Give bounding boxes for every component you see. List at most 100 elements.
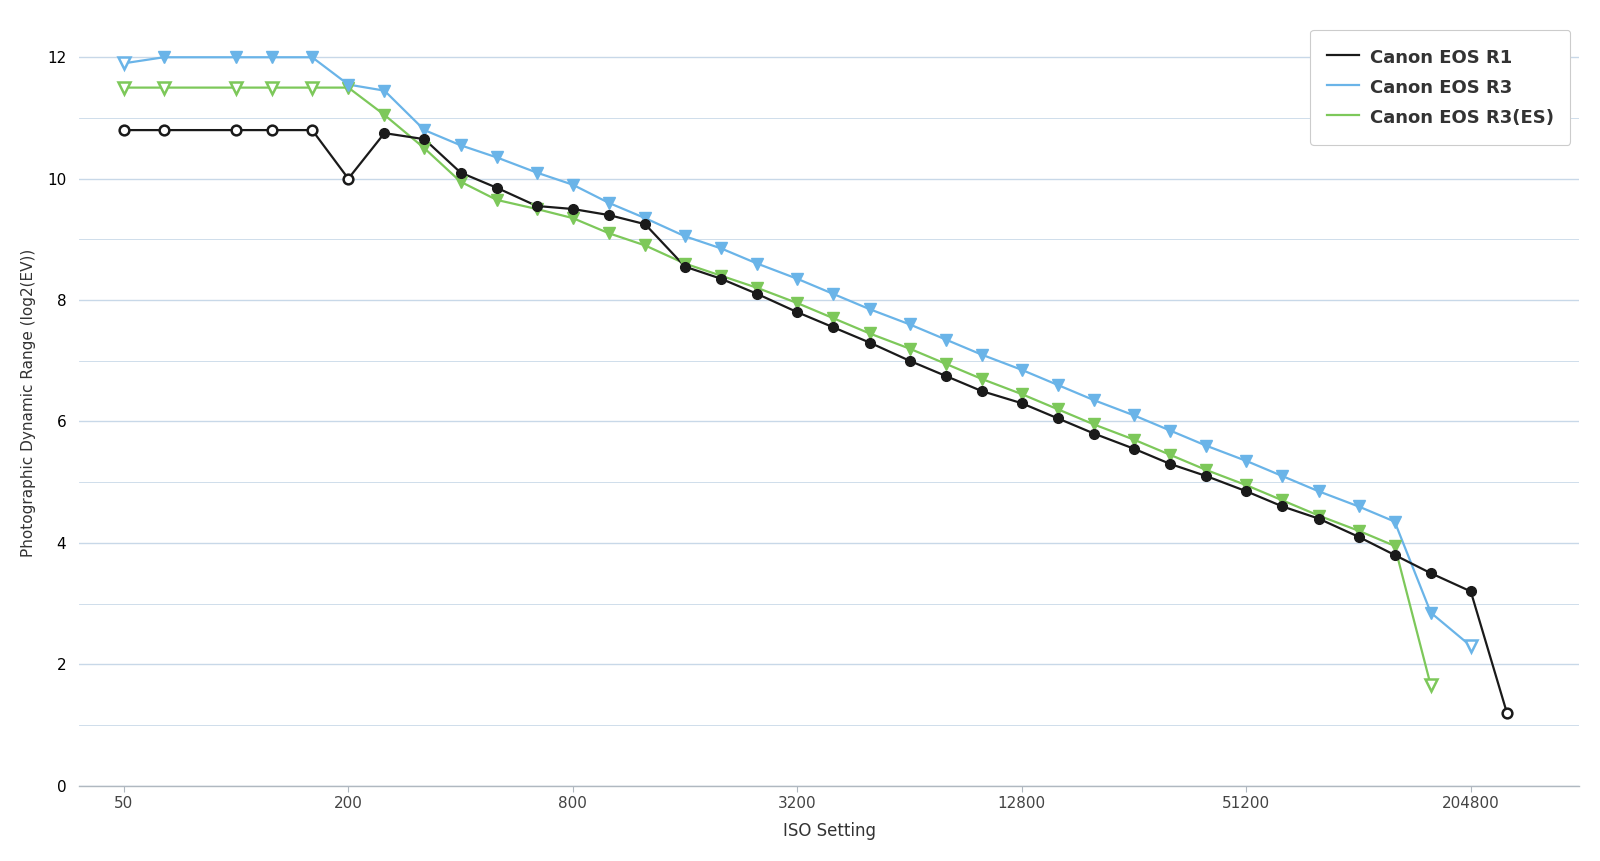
Canon EOS R3(ES) (114, 83, 133, 93)
Canon EOS R1 (1237, 486, 1256, 497)
Canon EOS R3 (1237, 455, 1256, 466)
Canon EOS R3(ES) (526, 204, 546, 214)
Canon EOS R3 (600, 198, 619, 208)
Canon EOS R3(ES) (262, 83, 282, 93)
Canon EOS R3(ES) (675, 258, 694, 269)
Canon EOS R3(ES) (899, 344, 918, 354)
Canon EOS R3 (1274, 471, 1293, 481)
Canon EOS R3 (1349, 501, 1368, 511)
Canon EOS R1 (712, 274, 731, 284)
Canon EOS R3 (1160, 425, 1179, 436)
Canon EOS R3(ES) (486, 195, 506, 205)
Canon EOS R3(ES) (1085, 419, 1104, 430)
Canon EOS R1 (1421, 568, 1440, 579)
Canon EOS R1 (1461, 586, 1480, 597)
Canon EOS R3 (747, 258, 766, 269)
Canon EOS R3 (1309, 486, 1328, 497)
Canon EOS R3 (339, 79, 358, 90)
Canon EOS R3(ES) (712, 270, 731, 281)
Canon EOS R1 (374, 128, 394, 139)
Canon EOS R1 (635, 219, 654, 229)
Canon EOS R3 (635, 213, 654, 223)
Canon EOS R3 (1048, 380, 1067, 390)
Canon EOS R3(ES) (1386, 541, 1405, 551)
Canon EOS R3(ES) (1013, 389, 1032, 400)
Canon EOS R3 (1386, 517, 1405, 527)
Canon EOS R3(ES) (1197, 465, 1216, 475)
Canon EOS R1 (114, 125, 133, 135)
Canon EOS R3 (859, 304, 878, 314)
Canon EOS R1 (1498, 708, 1517, 718)
Canon EOS R1 (1125, 443, 1144, 454)
Canon EOS R3(ES) (1160, 449, 1179, 460)
Line: Canon EOS R3: Canon EOS R3 (123, 57, 1470, 646)
Canon EOS R1 (747, 288, 766, 299)
Canon EOS R3 (899, 319, 918, 330)
Canon EOS R3(ES) (1048, 404, 1067, 414)
Canon EOS R3(ES) (1237, 480, 1256, 491)
Canon EOS R3(ES) (600, 228, 619, 238)
Canon EOS R3 (1197, 441, 1216, 451)
Canon EOS R1 (675, 262, 694, 272)
Canon EOS R3 (787, 274, 806, 284)
Canon EOS R3(ES) (414, 143, 434, 153)
Canon EOS R1 (1197, 471, 1216, 481)
Canon EOS R3 (302, 52, 322, 62)
Canon EOS R3 (114, 59, 133, 69)
Canon EOS R3(ES) (451, 177, 470, 187)
Canon EOS R3 (1013, 365, 1032, 375)
Canon EOS R1 (486, 183, 506, 193)
Canon EOS R3 (374, 85, 394, 96)
Canon EOS R1 (600, 210, 619, 220)
Canon EOS R1 (973, 386, 992, 396)
Canon EOS R3(ES) (787, 298, 806, 308)
Canon EOS R1 (1386, 550, 1405, 561)
Canon EOS R3(ES) (1349, 525, 1368, 536)
Canon EOS R3(ES) (859, 328, 878, 338)
Canon EOS R1 (1085, 429, 1104, 439)
Canon EOS R1 (262, 125, 282, 135)
Canon EOS R1 (787, 307, 806, 318)
Line: Canon EOS R1: Canon EOS R1 (123, 130, 1507, 713)
Canon EOS R1 (1274, 501, 1293, 511)
Canon EOS R3 (1085, 395, 1104, 406)
Canon EOS R3 (1421, 608, 1440, 618)
Canon EOS R3 (1125, 410, 1144, 420)
Canon EOS R3 (563, 180, 582, 190)
Legend: Canon EOS R1, Canon EOS R3, Canon EOS R3(ES): Canon EOS R1, Canon EOS R3, Canon EOS R3… (1310, 30, 1570, 145)
Canon EOS R3(ES) (1309, 511, 1328, 521)
Canon EOS R1 (824, 322, 843, 332)
Canon EOS R3 (675, 231, 694, 241)
Canon EOS R3(ES) (1125, 435, 1144, 445)
Canon EOS R1 (563, 204, 582, 214)
Canon EOS R1 (1048, 413, 1067, 424)
Canon EOS R3 (154, 52, 173, 62)
Canon EOS R1 (859, 338, 878, 348)
Canon EOS R1 (302, 125, 322, 135)
Canon EOS R3(ES) (635, 240, 654, 251)
Canon EOS R3 (414, 125, 434, 135)
Canon EOS R3 (262, 52, 282, 62)
Canon EOS R1 (1160, 459, 1179, 469)
Canon EOS R3(ES) (824, 313, 843, 324)
Canon EOS R3 (227, 52, 246, 62)
Canon EOS R3(ES) (374, 109, 394, 120)
Canon EOS R3(ES) (1274, 495, 1293, 505)
Canon EOS R3(ES) (563, 213, 582, 223)
Canon EOS R3(ES) (973, 374, 992, 384)
Canon EOS R1 (414, 134, 434, 145)
Canon EOS R3 (712, 244, 731, 254)
Canon EOS R3 (451, 140, 470, 151)
Canon EOS R3(ES) (1421, 680, 1440, 691)
Canon EOS R3 (1461, 641, 1480, 651)
Canon EOS R3(ES) (339, 83, 358, 93)
Canon EOS R3 (824, 288, 843, 299)
Y-axis label: Photographic Dynamic Range (log2(EV)): Photographic Dynamic Range (log2(EV)) (21, 249, 35, 557)
Canon EOS R3 (526, 167, 546, 177)
Canon EOS R3(ES) (302, 83, 322, 93)
Canon EOS R1 (227, 125, 246, 135)
Canon EOS R3 (486, 152, 506, 163)
Canon EOS R1 (526, 201, 546, 211)
Canon EOS R1 (899, 356, 918, 366)
Canon EOS R3(ES) (747, 282, 766, 293)
